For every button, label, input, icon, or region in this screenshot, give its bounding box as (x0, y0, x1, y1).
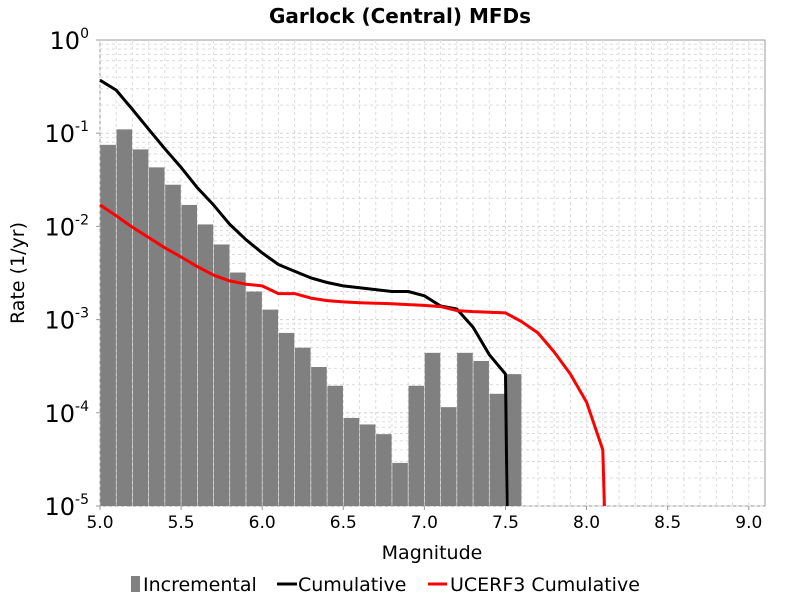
x-tick-label: 6.5 (330, 513, 357, 533)
y-axis-label: Rate (1/yr) (7, 222, 29, 324)
plot-area (99, 39, 766, 507)
x-axis-label: Magnitude (382, 542, 483, 564)
x-tick-label: 8.5 (654, 513, 681, 533)
y-tick-label: 10-5 (44, 492, 89, 521)
y-axis-ticks: 100 10-1 10-2 10-3 10-4 10-5 (44, 26, 100, 521)
x-tick-label: 8.0 (573, 513, 600, 533)
incremental-bar (457, 352, 473, 506)
incremental-bar (473, 360, 489, 506)
incremental-bar (505, 374, 522, 506)
x-tick-label: 5.5 (168, 513, 195, 533)
incremental-bar (311, 367, 327, 506)
legend-label-ucerf3-cumulative: UCERF3 Cumulative (450, 574, 640, 596)
legend: Incremental Cumulative UCERF3 Cumulative (131, 574, 640, 596)
incremental-bars (100, 129, 522, 507)
legend-label-cumulative: Cumulative (298, 574, 406, 596)
incremental-bar (424, 352, 441, 506)
incremental-bar (197, 224, 214, 506)
incremental-bar (376, 434, 392, 506)
incremental-bar (392, 462, 408, 506)
y-tick-label: 10-2 (44, 212, 89, 241)
x-tick-label: 5.0 (86, 513, 113, 533)
y-tick-label: 10-3 (44, 306, 89, 335)
x-tick-label: 7.5 (492, 513, 519, 533)
incremental-bar (165, 184, 181, 507)
incremental-bar (262, 309, 279, 506)
y-tick-label: 10-1 (44, 119, 89, 148)
incremental-bar (294, 347, 311, 506)
incremental-bar (343, 417, 360, 506)
incremental-bar (440, 407, 457, 506)
x-tick-label: 7.0 (411, 513, 438, 533)
incremental-bar (132, 149, 149, 506)
incremental-bar (116, 129, 133, 506)
ucerf3-cumulative-line (99, 203, 606, 507)
incremental-bar (327, 385, 343, 506)
incremental-bar (278, 332, 295, 506)
legend-swatch-incremental (131, 576, 140, 592)
incremental-bar (489, 393, 506, 506)
incremental-bar (213, 244, 230, 506)
legend-label-incremental: Incremental (143, 574, 257, 596)
incremental-bar (230, 272, 246, 506)
incremental-bar (246, 291, 262, 506)
incremental-bar (359, 424, 376, 506)
incremental-bar (408, 385, 425, 506)
incremental-bar (100, 144, 116, 506)
y-tick-label: 100 (50, 26, 89, 55)
y-tick-label: 10-4 (44, 399, 89, 428)
x-tick-label: 9.0 (735, 513, 762, 533)
incremental-bar (148, 167, 165, 507)
x-axis-ticks: 5.0 5.5 6.0 6.5 7.0 7.5 8.0 8.5 9.0 (86, 506, 762, 533)
x-tick-label: 6.0 (249, 513, 276, 533)
incremental-bar (181, 204, 197, 506)
chart-title: Garlock (Central) MFDs (269, 4, 531, 28)
cumulative-lines (99, 78, 606, 507)
